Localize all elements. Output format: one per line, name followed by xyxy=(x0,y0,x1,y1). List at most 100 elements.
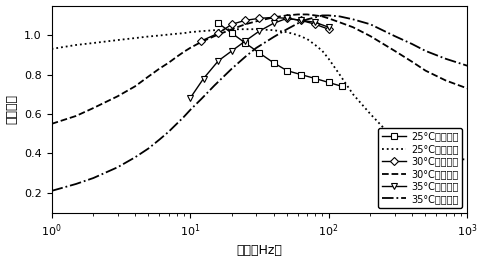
25°C计算数据 xyxy=(270,29,276,32)
35°C试验数据 xyxy=(270,22,276,25)
Legend: 25°C试验数据, 25°C计算数据, 30°C试验数据, 30°C计算数据, 35°C试验数据, 35°C计算数据: 25°C试验数据, 25°C计算数据, 30°C试验数据, 30°C计算数据, … xyxy=(378,128,462,208)
35°C计算数据 xyxy=(304,18,310,21)
30°C计算数据 xyxy=(368,34,373,38)
25°C计算数据 xyxy=(464,158,470,161)
25°C试验数据 xyxy=(298,73,304,76)
35°C计算数据 xyxy=(319,14,325,17)
30°C计算数据 xyxy=(166,61,171,64)
25°C试验数据 xyxy=(242,42,248,45)
30°C计算数据 xyxy=(270,16,276,19)
25°C试验数据 xyxy=(313,77,318,80)
25°C计算数据 xyxy=(242,28,248,31)
Line: 25°C试验数据: 25°C试验数据 xyxy=(215,21,345,89)
35°C计算数据 xyxy=(409,42,415,45)
35°C计算数据 xyxy=(295,22,301,25)
35°C计算数据 xyxy=(313,16,318,19)
35°C试验数据 xyxy=(242,39,248,43)
30°C计算数据 xyxy=(73,114,79,118)
30°C计算数据 xyxy=(284,14,290,17)
35°C计算数据 xyxy=(284,28,290,31)
Line: 30°C计算数据: 30°C计算数据 xyxy=(52,14,467,124)
35°C计算数据 xyxy=(464,64,470,67)
30°C计算数据 xyxy=(326,17,331,20)
X-axis label: 频率（Hz）: 频率（Hz） xyxy=(237,244,283,257)
30°C计算数据 xyxy=(304,13,310,16)
30°C计算数据 xyxy=(295,13,301,16)
35°C试验数据 xyxy=(256,30,262,33)
35°C试验数据 xyxy=(313,21,318,24)
30°C试验数据 xyxy=(326,28,331,31)
25°C计算数据 xyxy=(443,158,449,161)
35°C计算数据 xyxy=(270,36,276,39)
25°C计算数据 xyxy=(319,49,325,53)
35°C计算数据 xyxy=(132,156,138,159)
30°C计算数据 xyxy=(181,50,186,53)
25°C计算数据 xyxy=(90,42,96,45)
30°C计算数据 xyxy=(132,85,138,88)
30°C试验数据 xyxy=(313,23,318,26)
Line: 30°C试验数据: 30°C试验数据 xyxy=(199,15,331,44)
Line: 35°C试验数据: 35°C试验数据 xyxy=(187,16,331,101)
35°C计算数据 xyxy=(187,108,193,112)
25°C计算数据 xyxy=(181,32,186,35)
35°C计算数据 xyxy=(326,14,331,17)
25°C计算数据 xyxy=(409,148,415,151)
35°C试验数据 xyxy=(326,26,331,29)
25°C计算数据 xyxy=(326,57,331,60)
25°C计算数据 xyxy=(166,33,171,36)
35°C计算数据 xyxy=(115,166,121,169)
35°C试验数据 xyxy=(200,77,206,80)
30°C计算数据 xyxy=(350,26,356,29)
30°C计算数据 xyxy=(90,107,96,110)
Line: 35°C计算数据: 35°C计算数据 xyxy=(52,16,467,191)
30°C计算数据 xyxy=(187,46,193,49)
35°C计算数据 xyxy=(253,46,259,49)
35°C计算数据 xyxy=(166,130,171,133)
25°C试验数据 xyxy=(326,81,331,84)
30°C计算数据 xyxy=(392,49,398,53)
25°C试验数据 xyxy=(229,32,235,35)
30°C计算数据 xyxy=(198,41,204,44)
35°C计算数据 xyxy=(145,147,151,150)
30°C试验数据 xyxy=(284,17,290,20)
35°C试验数据 xyxy=(229,49,235,53)
25°C计算数据 xyxy=(304,38,310,41)
25°C计算数据 xyxy=(115,38,121,42)
30°C试验数据 xyxy=(256,17,262,20)
30°C计算数据 xyxy=(337,21,342,24)
25°C计算数据 xyxy=(132,37,138,40)
35°C计算数据 xyxy=(392,34,398,38)
25°C计算数据 xyxy=(284,31,290,34)
30°C计算数据 xyxy=(423,69,428,72)
30°C试验数据 xyxy=(229,23,235,26)
30°C计算数据 xyxy=(464,87,470,90)
30°C试验数据 xyxy=(298,19,304,22)
25°C计算数据 xyxy=(229,28,235,31)
25°C计算数据 xyxy=(337,73,342,76)
35°C计算数据 xyxy=(90,176,96,180)
25°C试验数据 xyxy=(215,22,221,25)
25°C计算数据 xyxy=(313,43,318,47)
25°C计算数据 xyxy=(212,29,217,32)
35°C计算数据 xyxy=(212,84,217,87)
30°C计算数据 xyxy=(242,23,248,26)
25°C计算数据 xyxy=(174,32,180,35)
35°C计算数据 xyxy=(198,98,204,101)
30°C计算数据 xyxy=(443,79,449,82)
30°C计算数据 xyxy=(253,20,259,23)
30°C试验数据 xyxy=(242,19,248,22)
25°C计算数据 xyxy=(73,43,79,47)
25°C计算数据 xyxy=(295,34,301,37)
30°C计算数据 xyxy=(212,34,217,38)
Y-axis label: 损耗因子: 损耗因子 xyxy=(6,94,18,124)
25°C试验数据 xyxy=(270,61,276,64)
35°C试验数据 xyxy=(187,97,193,100)
25°C计算数据 xyxy=(350,93,356,96)
30°C计算数据 xyxy=(145,75,151,78)
25°C计算数据 xyxy=(187,31,193,34)
25°C试验数据 xyxy=(339,85,345,88)
35°C计算数据 xyxy=(350,18,356,21)
35°C试验数据 xyxy=(215,59,221,62)
35°C计算数据 xyxy=(73,183,79,186)
35°C试验数据 xyxy=(298,19,304,22)
